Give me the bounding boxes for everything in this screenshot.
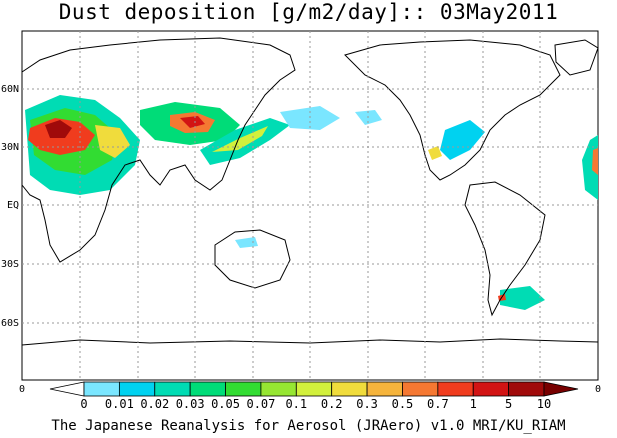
colorbar-swatch (260, 381, 297, 397)
colorbar-label: 0.01 (105, 397, 134, 411)
lon-label-right: 0 (595, 384, 601, 395)
colorbar-swatch (366, 381, 403, 397)
dust-region-sahara-peak (45, 120, 72, 138)
colorbar-swatch (472, 381, 510, 397)
colorbar-label: 10 (537, 397, 551, 411)
lat-label-60s: 60S (1, 318, 19, 329)
dust-region-atlantic-inner (592, 148, 598, 175)
colorbar-swatch (83, 381, 120, 397)
dust-region-australia (235, 237, 258, 248)
dust-shading (25, 95, 598, 310)
coast-north-america (344, 39, 561, 181)
dust-region-arabia (95, 125, 130, 158)
colorbar-label: 0.3 (356, 397, 378, 411)
colorbar-label: 0.7 (427, 397, 449, 411)
dust-region-taklamakan-peak (180, 116, 205, 128)
colorbar-max-arrow (543, 381, 579, 397)
dust-region-north-america-inner (428, 146, 442, 160)
footer-credit: The Japanese Reanalysis for Aerosol (JRA… (51, 418, 566, 434)
colorbar: 0 0.01 0.02 0.03 0.05 0.07 0.1 0.2 0.3 0.5 0.7 1 5 10 (49, 381, 579, 411)
colorbar-label: 0.1 (285, 397, 307, 411)
lat-labels: 60N 30N EQ 30S 60S (1, 84, 19, 329)
coast-greenland (554, 39, 599, 76)
colorbar-min-arrow (49, 381, 85, 397)
colorbar-swatch (402, 381, 439, 397)
coast-antarctica (21, 338, 599, 346)
colorbar-swatch (508, 381, 545, 397)
colorbar-label: 1 (470, 397, 477, 411)
lat-label-30n: 30N (1, 142, 19, 153)
colorbar-label: 0.07 (246, 397, 275, 411)
coastlines (21, 37, 599, 346)
coast-africa-eurasia (21, 37, 296, 263)
coast-south-america (464, 181, 546, 317)
lat-label-eq: EQ (7, 200, 19, 211)
colorbar-label: 0.2 (321, 397, 343, 411)
lon-labels: 0 0 (19, 384, 601, 395)
dust-region-north-america (440, 120, 485, 160)
colorbar-swatch (331, 381, 368, 397)
graticule (22, 31, 598, 380)
colorbar-swatch (225, 381, 262, 397)
dust-plume-east-asia-inner (212, 126, 268, 152)
lat-label-60n: 60N (1, 84, 19, 95)
colorbar-swatch (189, 381, 226, 397)
colorbar-label: 5 (505, 397, 512, 411)
dust-region-south-america (500, 286, 545, 310)
colorbar-label: 0 (80, 397, 87, 411)
colorbar-label: 0.5 (392, 397, 414, 411)
coast-australia (214, 229, 291, 289)
colorbar-label: 0.02 (140, 397, 169, 411)
lon-label-left: 0 (19, 384, 25, 395)
colorbar-swatch (437, 381, 474, 397)
colorbar-swatch (295, 381, 333, 397)
lat-label-30s: 30S (1, 259, 19, 270)
colorbar-label: 0.03 (176, 397, 205, 411)
colorbar-label: 0.05 (211, 397, 240, 411)
colorbar-swatch (118, 381, 156, 397)
map-title: Dust deposition [g/m2/day]:: 03May2011 (58, 0, 559, 24)
colorbar-swatch (154, 381, 191, 397)
